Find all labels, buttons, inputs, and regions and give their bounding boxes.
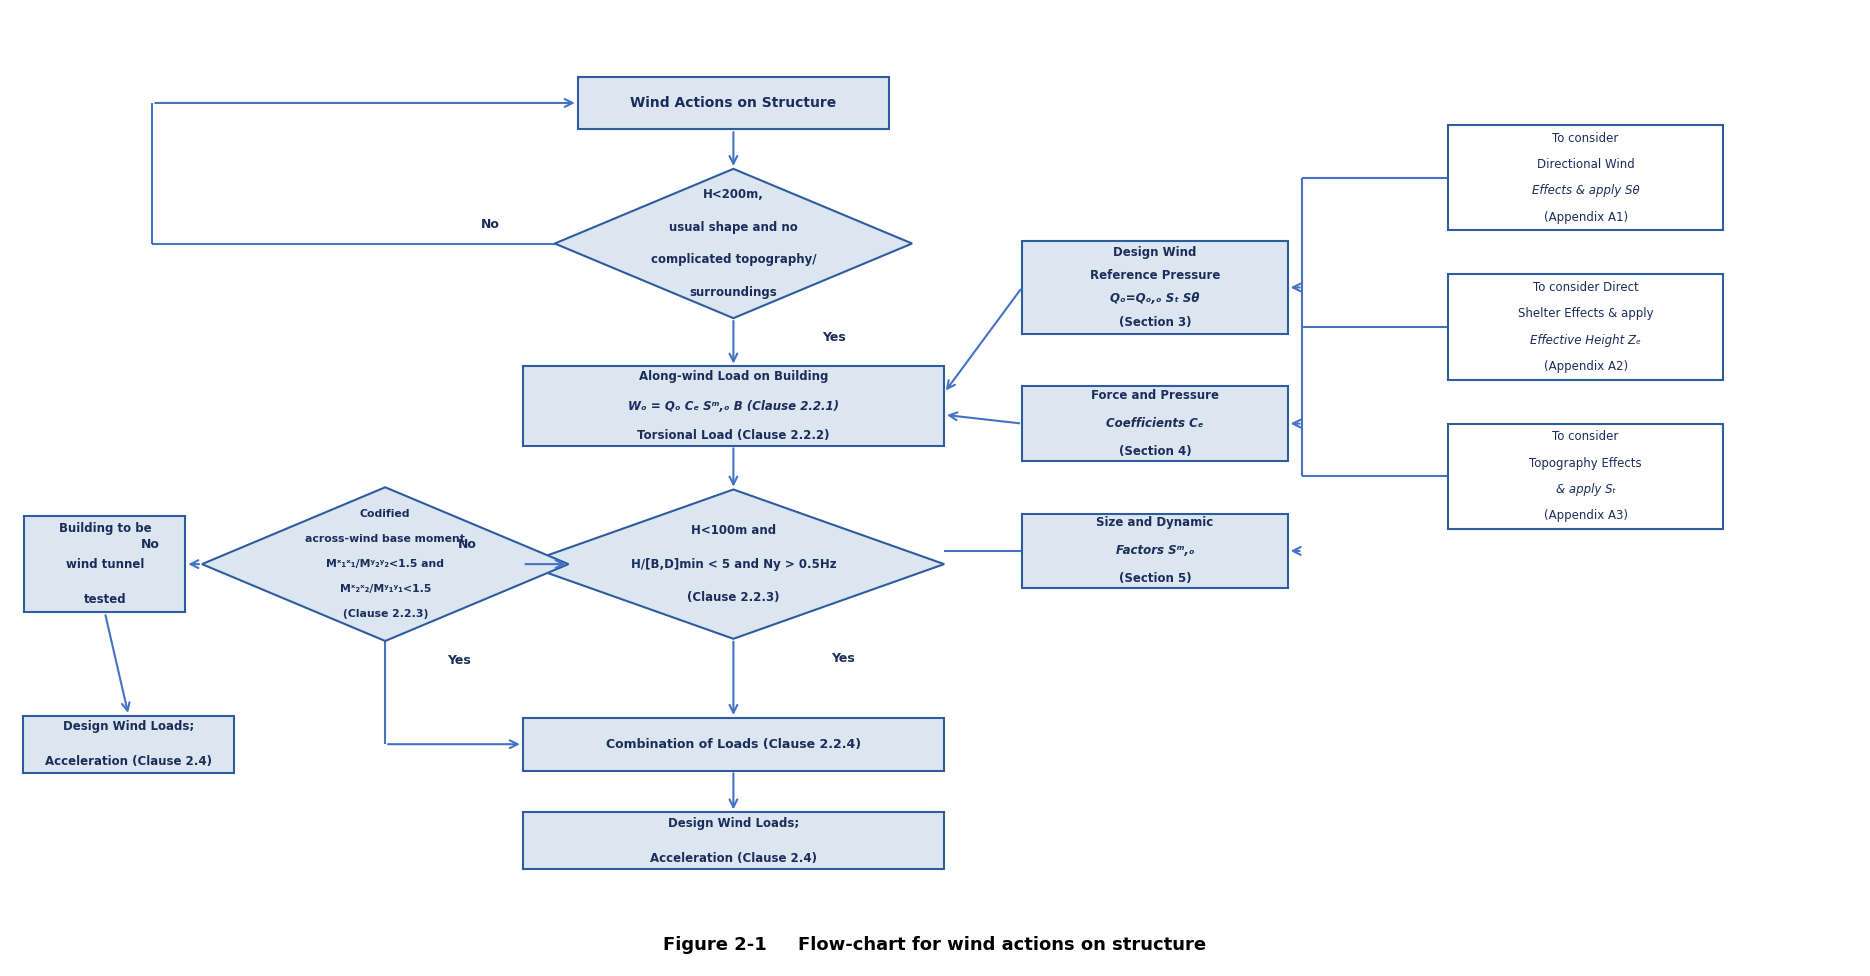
Text: Design Wind Loads;: Design Wind Loads; (668, 817, 798, 830)
Text: tested: tested (84, 592, 125, 606)
Text: Mˣ₂ˣ₂/Mʸ₁ʸ₁<1.5: Mˣ₂ˣ₂/Mʸ₁ʸ₁<1.5 (340, 584, 430, 594)
Text: wind tunnel: wind tunnel (65, 557, 144, 571)
Text: To consider Direct: To consider Direct (1533, 281, 1638, 294)
Text: Wₒ = Qₒ Cₑ Sᵐ,ₒ B (Clause 2.2.1): Wₒ = Qₒ Cₑ Sᵐ,ₒ B (Clause 2.2.1) (628, 399, 840, 413)
Text: Yes: Yes (823, 331, 845, 344)
Polygon shape (524, 489, 944, 639)
Text: Design Wind Loads;: Design Wind Loads; (64, 720, 194, 733)
Text: Design Wind: Design Wind (1113, 246, 1197, 260)
Text: Acceleration (Clause 2.4): Acceleration (Clause 2.4) (651, 852, 817, 865)
Text: Factors Sᵐ,ₒ: Factors Sᵐ,ₒ (1116, 545, 1195, 557)
Text: Torsional Load (Clause 2.2.2): Torsional Load (Clause 2.2.2) (638, 429, 830, 442)
FancyBboxPatch shape (1447, 125, 1722, 230)
Text: & apply Sₜ: & apply Sₜ (1556, 483, 1616, 496)
Text: Building to be: Building to be (58, 522, 151, 536)
Text: H<200m,: H<200m, (703, 188, 763, 201)
FancyBboxPatch shape (22, 715, 234, 773)
Text: complicated topography/: complicated topography/ (651, 253, 815, 266)
Text: No: No (142, 539, 161, 551)
Text: Acceleration (Clause 2.4): Acceleration (Clause 2.4) (45, 755, 211, 768)
Text: (Appendix A3): (Appendix A3) (1543, 509, 1627, 522)
FancyBboxPatch shape (1023, 386, 1288, 461)
Text: No: No (458, 539, 477, 551)
Text: Force and Pressure: Force and Pressure (1090, 389, 1219, 402)
FancyBboxPatch shape (1023, 513, 1288, 589)
Text: Along-wind Load on Building: Along-wind Load on Building (640, 370, 828, 383)
Polygon shape (202, 487, 568, 641)
FancyBboxPatch shape (1023, 241, 1288, 334)
FancyBboxPatch shape (578, 76, 890, 129)
Text: Effects & apply Sθ: Effects & apply Sθ (1532, 184, 1640, 197)
Text: Yes: Yes (832, 652, 855, 665)
Text: (Clause 2.2.3): (Clause 2.2.3) (686, 591, 780, 604)
Text: Shelter Effects & apply: Shelter Effects & apply (1518, 307, 1653, 320)
Text: (Section 4): (Section 4) (1118, 445, 1191, 458)
Text: Yes: Yes (447, 654, 471, 667)
FancyBboxPatch shape (24, 515, 185, 613)
Text: across-wind base moment: across-wind base moment (305, 534, 466, 545)
Text: (Section 3): (Section 3) (1118, 315, 1191, 329)
Text: To consider: To consider (1552, 132, 1619, 144)
FancyBboxPatch shape (524, 718, 944, 771)
Text: (Appendix A2): (Appendix A2) (1543, 360, 1627, 373)
Text: Effective Height Zₑ: Effective Height Zₑ (1530, 334, 1642, 346)
Text: (Appendix A1): (Appendix A1) (1543, 211, 1627, 224)
Text: Size and Dynamic: Size and Dynamic (1096, 516, 1214, 529)
Text: To consider: To consider (1552, 430, 1619, 443)
Text: Topography Effects: Topography Effects (1530, 457, 1642, 469)
Text: Directional Wind: Directional Wind (1537, 158, 1634, 171)
FancyBboxPatch shape (524, 812, 944, 870)
Text: Mˣ₁ˣ₁/Mʸ₂ʸ₂<1.5 and: Mˣ₁ˣ₁/Mʸ₂ʸ₂<1.5 and (325, 559, 445, 569)
Text: Figure 2-1     Flow-chart for wind actions on structure: Figure 2-1 Flow-chart for wind actions o… (664, 936, 1206, 954)
Text: usual shape and no: usual shape and no (669, 221, 798, 234)
Text: surroundings: surroundings (690, 286, 778, 299)
Text: H/[B,D]min < 5 and Ny > 0.5Hz: H/[B,D]min < 5 and Ny > 0.5Hz (630, 557, 836, 571)
Text: (Clause 2.2.3): (Clause 2.2.3) (342, 609, 428, 619)
Text: Reference Pressure: Reference Pressure (1090, 269, 1219, 282)
Text: Qₒ=Qₒ,ₒ Sₜ Sθ: Qₒ=Qₒ,ₒ Sₜ Sθ (1111, 293, 1201, 305)
FancyBboxPatch shape (1447, 274, 1722, 380)
FancyBboxPatch shape (1447, 424, 1722, 529)
Text: H<100m and: H<100m and (690, 524, 776, 537)
Polygon shape (555, 169, 913, 318)
Text: Codified: Codified (359, 509, 411, 519)
Text: No: No (481, 218, 499, 230)
Text: Coefficients Cₑ: Coefficients Cₑ (1107, 417, 1204, 430)
Text: Combination of Loads (Clause 2.2.4): Combination of Loads (Clause 2.2.4) (606, 738, 860, 751)
FancyBboxPatch shape (524, 366, 944, 445)
Text: Wind Actions on Structure: Wind Actions on Structure (630, 96, 836, 110)
Text: (Section 5): (Section 5) (1118, 573, 1191, 586)
